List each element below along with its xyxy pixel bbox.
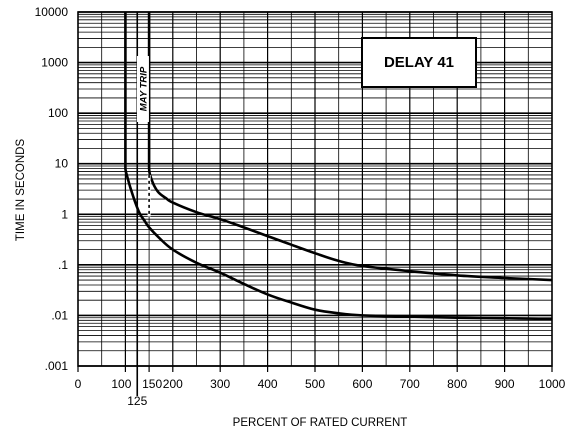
annotation-bg — [136, 56, 149, 123]
x-tick-label: 800 — [447, 377, 467, 391]
x-tick-label: 150 — [142, 377, 162, 391]
annotations: MAY TRIP — [136, 56, 149, 123]
x-tick-label: 400 — [258, 377, 278, 391]
y-tick-label: .01 — [51, 308, 68, 322]
series-line-1 — [124, 12, 553, 321]
x-tick-label: 300 — [210, 377, 230, 391]
x-tick-label: 600 — [352, 377, 372, 391]
y-tick-label: 1000 — [41, 56, 68, 70]
x-tick-label: 100 — [111, 377, 131, 391]
x-tick-label: 200 — [163, 377, 183, 391]
y-axis-label: TIME IN SECONDS — [15, 139, 27, 242]
x-tick-label-125: 125 — [127, 394, 147, 408]
chart-title: DELAY 41 — [384, 54, 454, 71]
y-tick-label: 10000 — [35, 5, 69, 19]
series-line-2 — [147, 12, 553, 282]
y-tick-label: .1 — [58, 258, 68, 272]
y-tick-label: 1 — [61, 207, 68, 221]
grid — [78, 11, 552, 396]
series-lines — [124, 12, 553, 321]
y-tick-label: 100 — [48, 106, 68, 120]
x-tick-label: 900 — [495, 377, 515, 391]
x-tick-label: 500 — [305, 377, 325, 391]
x-tick-labels: 0 100 150 200 300 400 500 600 700 800 900 1000 125 — [75, 377, 566, 408]
y-tick-label: .001 — [45, 359, 69, 373]
plot-frame — [77, 11, 553, 372]
x-tick-label: 700 — [400, 377, 420, 391]
y-tick-label: 10 — [55, 157, 69, 171]
chart-title-box: DELAY 41 — [361, 37, 477, 88]
x-tick-label: 1000 — [539, 377, 566, 391]
x-tick-label: 0 — [75, 377, 82, 391]
x-axis-label: PERCENT OF RATED CURRENT — [233, 417, 408, 429]
may-trip-label: MAY TRIP — [138, 66, 149, 111]
y-tick-labels: 10000 1000 100 10 1 .1 .01 .001 — [35, 5, 69, 373]
